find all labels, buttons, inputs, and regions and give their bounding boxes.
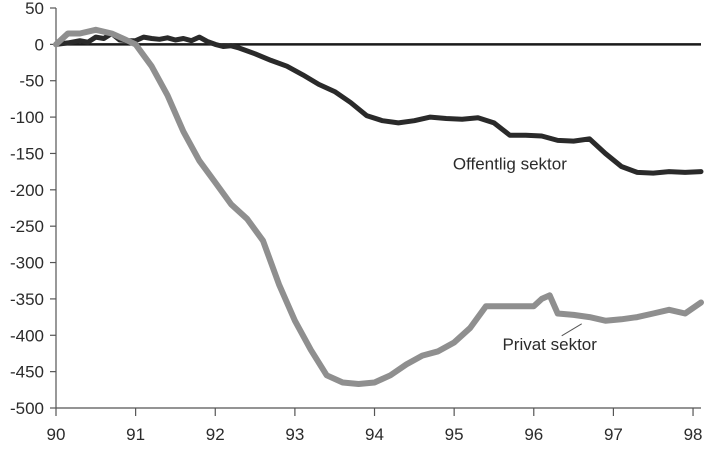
y-tick-label: -150 (10, 144, 44, 163)
x-tick-label: 94 (365, 425, 384, 444)
x-tick-label: 93 (285, 425, 304, 444)
y-tick-label: 0 (35, 35, 44, 54)
x-tick-label: 98 (684, 425, 703, 444)
x-axis-ticks: 90 91 92 93 94 95 96 97 98 (47, 408, 703, 444)
y-tick-label: -500 (10, 399, 44, 418)
x-tick-label: 96 (524, 425, 543, 444)
y-tick-label: -300 (10, 254, 44, 273)
label-privat-sektor: Privat sektor (502, 335, 597, 354)
y-tick-label: -100 (10, 108, 44, 127)
x-tick-label: 92 (206, 425, 225, 444)
chart-axes (55, 8, 701, 409)
label-offentlig-sektor: Offentlig sektor (453, 154, 567, 173)
x-tick-label: 90 (47, 425, 66, 444)
y-tick-label: -200 (10, 181, 44, 200)
series-line-privat-sektor (53, 26, 704, 387)
y-tick-label: -250 (10, 217, 44, 236)
y-tick-label: -350 (10, 290, 44, 309)
x-tick-label: 97 (604, 425, 623, 444)
series-layer (53, 26, 704, 387)
y-tick-label: -450 (10, 363, 44, 382)
annotation-layer: Offentlig sektor Privat sektor (453, 154, 597, 353)
x-tick-label: 95 (445, 425, 464, 444)
y-tick-label: -50 (19, 72, 44, 91)
series-line-offentlig-sektor (53, 31, 704, 176)
y-axis-ticks: 50 0 -50 -100 -150 -200 -250 -300 -350 -400 -450 -5… (10, 0, 56, 418)
y-tick-label: 50 (25, 0, 44, 18)
x-tick-label: 91 (126, 425, 145, 444)
label-leader-line (561, 323, 582, 337)
y-tick-label: -400 (10, 326, 44, 345)
